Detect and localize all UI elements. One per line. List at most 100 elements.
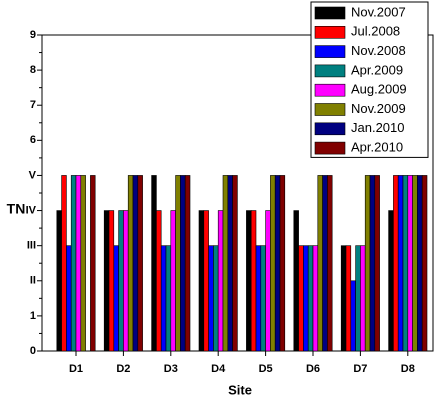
- x-tick-label: D7: [353, 363, 367, 375]
- legend-label: Aug.2009: [351, 82, 407, 97]
- bar: [90, 175, 96, 352]
- bar: [198, 210, 205, 352]
- legend-label: Nov.2009: [351, 101, 406, 116]
- bar: [113, 245, 119, 352]
- x-tick-label: D4: [211, 363, 226, 375]
- y-tick-label: 7: [30, 99, 36, 111]
- bar: [421, 175, 428, 352]
- bar: [369, 175, 376, 352]
- bar: [293, 210, 299, 352]
- bar: [397, 175, 404, 352]
- bar: [170, 210, 176, 352]
- y-axis-title: TN: [7, 201, 26, 217]
- bar: [56, 210, 62, 352]
- bar: [307, 245, 314, 352]
- bar: [298, 245, 304, 352]
- legend-swatch: [314, 64, 346, 78]
- legend-label: Jan.2010: [351, 120, 405, 135]
- bar: [255, 245, 262, 352]
- bar: [402, 175, 409, 352]
- x-tick-label: D2: [116, 363, 130, 375]
- bar: [250, 210, 257, 352]
- y-tick-label: 1: [30, 310, 36, 322]
- bar: [407, 175, 413, 352]
- bar: [103, 210, 110, 352]
- x-tick-label: D1: [69, 363, 83, 375]
- legend-swatch: [314, 122, 346, 136]
- bar: [156, 210, 162, 352]
- bar: [118, 210, 124, 352]
- legend-swatch: [314, 45, 346, 58]
- bar: [374, 175, 380, 352]
- bar: [80, 175, 86, 352]
- y-tick-label: III: [27, 240, 36, 252]
- bar: [265, 210, 271, 352]
- bar: [227, 175, 233, 352]
- bar: [75, 175, 82, 352]
- x-tick-label: D3: [164, 363, 178, 375]
- bar: [388, 210, 394, 352]
- y-tick-label: 8: [30, 64, 36, 76]
- bar: [350, 280, 356, 352]
- bar: [355, 245, 361, 352]
- bar: [165, 245, 172, 352]
- legend-label: Apr.2010: [351, 140, 403, 155]
- bar: [132, 175, 139, 352]
- legend-swatch: [314, 141, 346, 155]
- legend-label: Apr.2009: [351, 62, 403, 77]
- legend-label: Nov.2008: [351, 43, 406, 58]
- bar: [175, 175, 181, 352]
- bar: [184, 175, 191, 352]
- bar: [151, 175, 157, 352]
- bar: [274, 175, 281, 352]
- bar: [317, 175, 323, 352]
- bar: [160, 245, 167, 352]
- bar: [327, 175, 333, 352]
- bar: [412, 175, 418, 352]
- bar: [123, 210, 129, 352]
- bar: [70, 175, 77, 352]
- bar: [345, 245, 352, 352]
- bar: [66, 245, 72, 352]
- bar: [364, 175, 371, 352]
- legend-label: Nov.2007: [351, 4, 406, 19]
- x-tick-label: D8: [401, 363, 415, 375]
- bar: [246, 210, 252, 352]
- legend-swatch: [314, 6, 346, 20]
- bar: [303, 245, 309, 352]
- legend-swatch: [314, 103, 346, 116]
- y-tick-label: 9: [30, 29, 36, 41]
- x-tick-label: D6: [306, 363, 320, 375]
- bar: [61, 175, 67, 352]
- bar: [203, 210, 209, 352]
- bar: [417, 175, 423, 352]
- bar: [127, 175, 134, 352]
- bar: [340, 245, 347, 352]
- y-tick-label: 6: [30, 134, 36, 146]
- bar: [260, 245, 266, 352]
- bar: [232, 175, 238, 352]
- bar: [222, 175, 229, 352]
- bar: [312, 245, 319, 352]
- bar: [217, 210, 224, 352]
- x-tick-label: D5: [259, 363, 273, 375]
- bar: [393, 175, 399, 352]
- y-tick-label: V: [29, 169, 37, 181]
- x-axis-title: Site: [228, 382, 252, 397]
- bar: [213, 245, 219, 352]
- legend-label: Jul.2008: [351, 24, 400, 39]
- bar: [137, 175, 143, 352]
- y-tick-label: II: [30, 275, 36, 287]
- bar: [360, 245, 366, 352]
- bar: [108, 210, 115, 352]
- legend-swatch: [314, 25, 346, 39]
- bar: [208, 245, 214, 352]
- bar: [180, 175, 186, 352]
- y-tick-label: IV: [26, 204, 37, 216]
- bar: [322, 175, 328, 352]
- legend-swatch: [314, 83, 346, 97]
- y-tick-label: 0: [30, 345, 36, 357]
- bar: [279, 175, 286, 352]
